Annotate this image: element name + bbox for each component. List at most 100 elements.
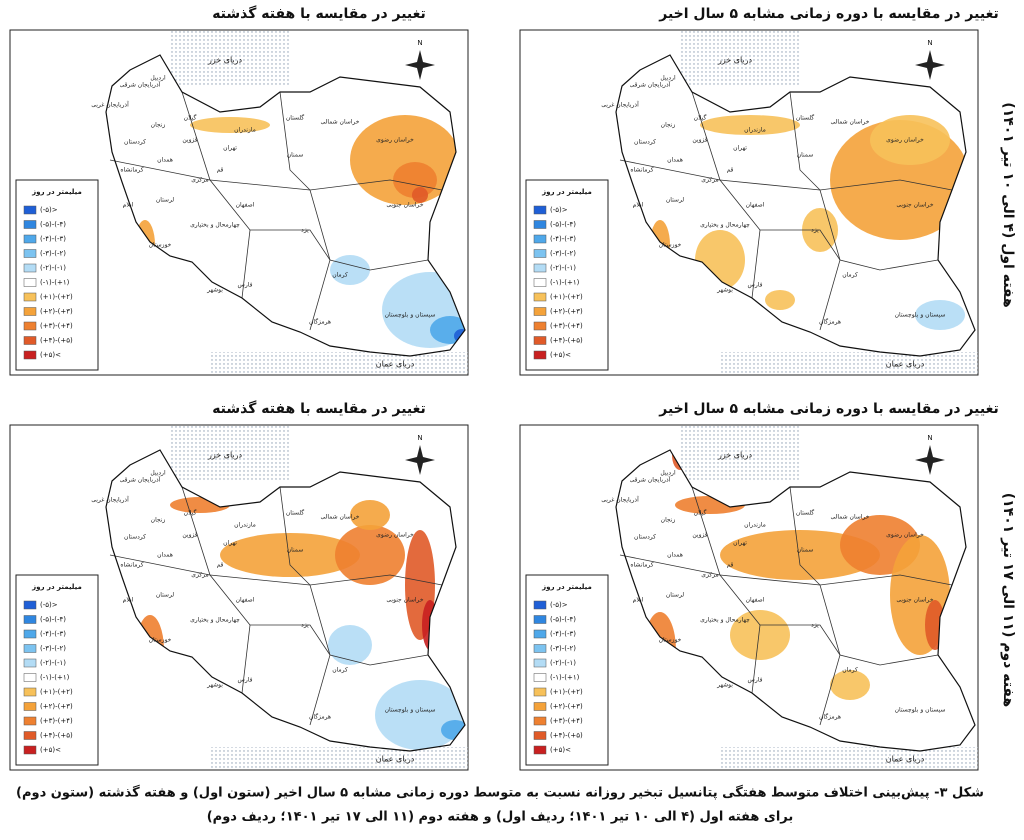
province-border <box>181 486 251 694</box>
legend-label: (-۳)-(-۲) <box>550 250 576 258</box>
province-label: تهران <box>223 540 237 547</box>
province-label: آذربایجان غربی <box>601 495 639 504</box>
province-label: مرکزی <box>191 572 208 579</box>
province-label: قزوین <box>182 137 197 144</box>
compass-label: N <box>417 39 422 47</box>
province-label: چهارمحال و بختیاری <box>700 222 750 229</box>
anomaly-area <box>393 162 437 198</box>
map-panel: آذربایجان شرقی آذربایجان غربی اردبیل زنجان گ… <box>519 424 979 771</box>
legend-label: (-۴)-(-۳) <box>550 235 576 243</box>
sea-label: دریای خزر <box>207 451 243 460</box>
province-label: سمنان <box>797 547 814 554</box>
legend-label: (+۱)-(+۲) <box>40 293 73 301</box>
province-border <box>691 486 761 694</box>
province-label: کردستان <box>634 139 656 146</box>
province-border <box>309 189 429 271</box>
province-border <box>109 554 311 586</box>
province-label: آذربایجان شرقی <box>120 80 161 89</box>
legend-label: (+۵)< <box>550 746 571 754</box>
anomaly-area <box>700 115 800 135</box>
legend-swatch <box>533 321 547 331</box>
legend-swatch <box>23 716 37 726</box>
legend-label: (+۵)< <box>40 746 61 754</box>
legend-label: (-۳)-(-۲) <box>40 250 66 258</box>
legend-title: میلیمتر در روز <box>31 188 82 196</box>
province-border <box>309 584 429 666</box>
province-label: قزوین <box>692 137 707 144</box>
legend-label: (+۴)-(+۵) <box>550 337 583 345</box>
province-label: همدان <box>157 552 173 559</box>
province-border <box>250 624 331 726</box>
province-label: لرستان <box>156 197 174 204</box>
province-label: خراسان شمالی <box>830 514 869 521</box>
province-label: هرمزگان <box>309 318 331 326</box>
legend-label: (-۲)-(-۱) <box>550 264 576 272</box>
compass <box>405 50 435 80</box>
province-label: اصفهان <box>746 202 765 209</box>
province-label: قزوین <box>182 532 197 539</box>
legend-swatch <box>533 350 547 360</box>
legend-label: (+۳)-(+۴) <box>40 717 73 725</box>
legend-label: (+۳)-(+۴) <box>550 717 583 725</box>
province-border <box>250 229 331 331</box>
province-label: اردبیل <box>150 470 166 477</box>
province-label: اصفهان <box>236 597 255 604</box>
province-border <box>819 189 939 271</box>
oman-sea <box>720 352 978 375</box>
anomaly-area <box>830 670 870 700</box>
legend-label: (-۵)-(-۴) <box>40 616 66 624</box>
province-label: بوشهر <box>716 287 733 294</box>
province-label: سمنان <box>797 152 814 159</box>
province-label: خراسان شمالی <box>320 514 359 521</box>
anomaly-area <box>720 530 880 580</box>
legend-swatch <box>23 307 37 316</box>
legend-label: (+۱)-(+۲) <box>40 688 73 696</box>
province-label: خراسان رضوی <box>376 532 414 539</box>
iran-border <box>105 449 466 752</box>
legend-swatch <box>533 220 547 229</box>
legend-label: (+۵)< <box>550 351 571 359</box>
province-label: خوزستان <box>659 637 682 644</box>
legend-label: (+۳)-(+۴) <box>550 322 583 330</box>
province-label: بوشهر <box>716 682 733 689</box>
province-label: آذربایجان غربی <box>601 100 639 109</box>
province-label: فارس <box>238 677 253 684</box>
legend-label: (-۴)-(-۳) <box>550 630 576 638</box>
province-label: کرمانشاه <box>630 167 653 174</box>
anomaly-area <box>870 115 950 165</box>
legend-swatch <box>533 615 547 624</box>
legend-swatch <box>533 249 547 258</box>
caspian-sea <box>680 30 800 85</box>
compass <box>405 445 435 475</box>
province-label: زنجان <box>661 122 676 129</box>
panel-title: تغییر در مقایسه با هفته گذشته <box>212 400 426 417</box>
province-label: کرمان <box>842 667 858 674</box>
anomaly-area <box>915 300 965 330</box>
province-label: آذربایجان شرقی <box>120 475 161 484</box>
legend-swatch <box>23 673 37 682</box>
legend-swatch <box>533 731 547 740</box>
legend-swatch <box>23 615 37 624</box>
province-label: گلستان <box>796 114 814 122</box>
legend-label: (-۱)-(+۱) <box>40 279 70 287</box>
legend-swatch <box>23 205 37 215</box>
legend-swatch <box>23 249 37 258</box>
legend-swatch <box>533 629 547 639</box>
legend-label: (-۵)> <box>40 206 58 214</box>
row-label: هفته دوم (۱۱ الی ۱۷ تیر ۱۴۰۱) <box>1000 493 1016 707</box>
anomaly-area <box>350 500 390 530</box>
map-panel: آذربایجان شرقی آذربایجان غربی اردبیل زنجان گ… <box>519 29 979 376</box>
province-label: سیستان و بلوچستان <box>895 707 946 714</box>
province-label: خراسان جنوبی <box>386 202 423 209</box>
legend-swatch <box>23 644 37 653</box>
province-label: گیلان <box>694 114 707 122</box>
province-label: زنجان <box>151 517 166 524</box>
legend-swatch <box>533 336 547 345</box>
province-label: مازندران <box>234 127 256 134</box>
legend-swatch <box>533 716 547 726</box>
anomaly-area <box>330 255 370 285</box>
legend-label: (-۴)-(-۳) <box>40 630 66 638</box>
province-label: کرمان <box>332 667 348 674</box>
province-label: ایلام <box>633 202 644 209</box>
province-label: اردبیل <box>660 75 676 82</box>
